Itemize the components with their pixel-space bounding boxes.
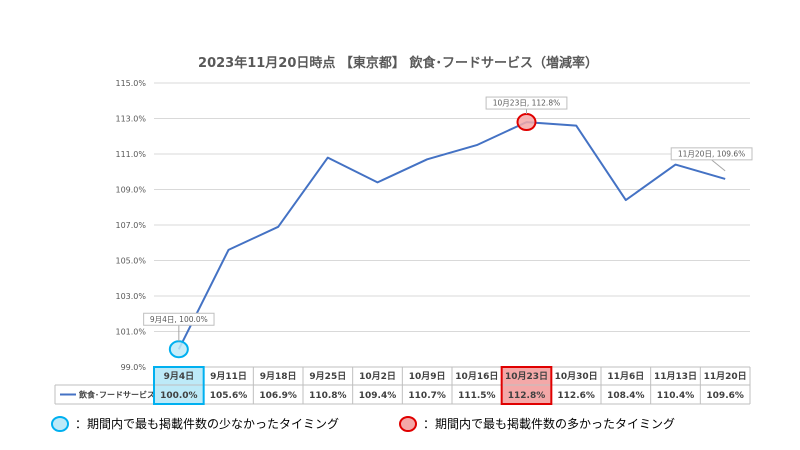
legend-min-marker: [51, 416, 69, 432]
value-label: 111.5%: [458, 391, 496, 401]
value-label: 109.6%: [706, 391, 744, 401]
legend: ：期間内で最も掲載件数の少なかったタイミング ：期間内で最も掲載件数の多かったタ…: [51, 416, 675, 432]
min-point-marker: [168, 340, 189, 359]
y-tick-label: 111.0%: [115, 150, 146, 159]
value-label: 112.8%: [508, 391, 546, 401]
value-label: 108.4%: [607, 391, 645, 401]
chart-title: 2023年11月20日時点 【東京都】 飲食･フードサービス（増減率）: [198, 55, 598, 71]
value-label: 106.9%: [259, 391, 297, 401]
legend-min-label: ：期間内で最も掲載件数の少なかったタイミング: [75, 416, 339, 431]
category-label: 10月23日: [505, 371, 548, 382]
series-name-label: 飲食･フードサービス: [78, 390, 155, 400]
series-line: [177, 121, 726, 350]
y-tick-label: 105.0%: [115, 257, 146, 266]
legend-max-marker: [399, 416, 417, 432]
category-label: 9月18日: [260, 371, 297, 382]
max-point-marker: [516, 113, 537, 132]
category-label: 9月4日: [164, 371, 195, 382]
category-label: 11月6日: [607, 371, 644, 382]
data-callout: 9月4日, 100.0%: [143, 312, 215, 342]
category-label: 10月9日: [409, 371, 446, 382]
legend-max-label: ：期間内で最も掲載件数の多かったタイミング: [423, 416, 675, 431]
value-label: 110.8%: [309, 391, 347, 401]
category-label: 10月2日: [359, 371, 396, 382]
value-label: 110.4%: [657, 391, 695, 401]
category-label: 9月11日: [210, 371, 247, 382]
y-tick-label: 99.0%: [121, 363, 147, 372]
max-column-border: [500, 366, 553, 405]
category-label: 9月25日: [309, 371, 346, 382]
y-tick-label: 109.0%: [115, 186, 146, 195]
data-callout: 11月20日, 109.6%: [670, 147, 753, 172]
y-tick-label: 103.0%: [115, 292, 146, 301]
value-label: 112.6%: [557, 391, 595, 401]
min-column-border: [153, 366, 205, 405]
callout-text: 10月23日, 112.8%: [493, 99, 560, 108]
y-tick-label: 113.0%: [115, 115, 146, 124]
category-label: 10月16日: [455, 371, 498, 382]
value-label: 100.0%: [160, 391, 198, 401]
y-tick-label: 107.0%: [115, 221, 146, 230]
callout-text: 11月20日, 109.6%: [678, 149, 745, 158]
category-label: 10月30日: [555, 371, 598, 382]
y-tick-label: 115.0%: [115, 79, 146, 88]
category-label: 11月20日: [704, 371, 747, 382]
callout-text: 9月4日, 100.0%: [150, 315, 208, 324]
y-tick-label: 101.0%: [115, 328, 146, 337]
value-label: 110.7%: [408, 391, 446, 401]
value-label: 105.6%: [210, 391, 248, 401]
category-label: 11月13日: [654, 371, 697, 382]
data-callout: 10月23日, 112.8%: [485, 96, 568, 115]
value-label: 109.4%: [359, 391, 397, 401]
